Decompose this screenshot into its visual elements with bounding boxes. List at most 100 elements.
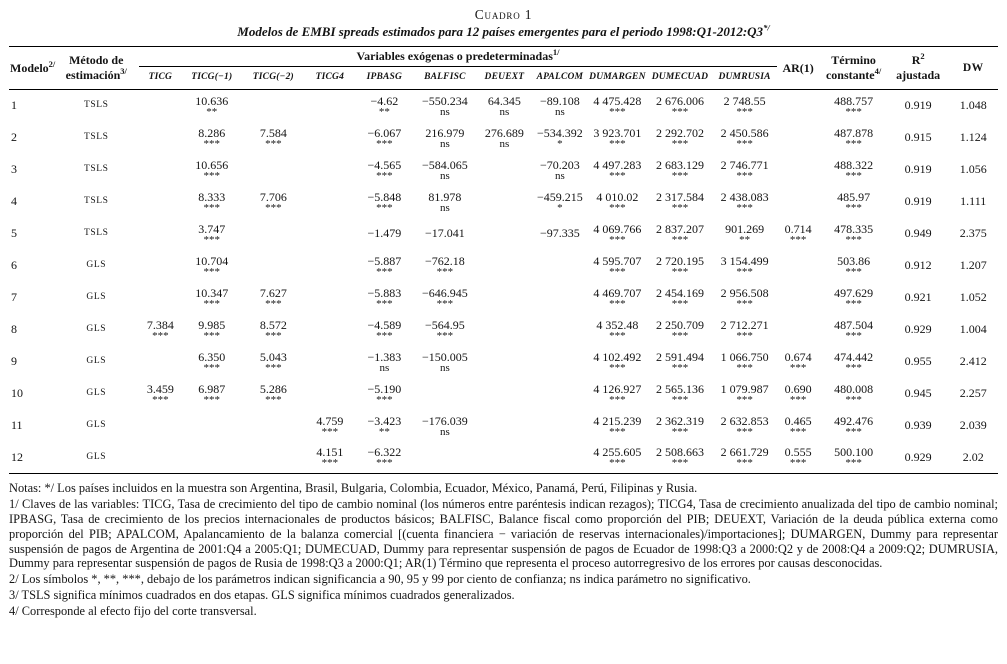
constant-term: 485.97 ***: [837, 189, 871, 214]
col-header-ticg2: TICG(−2): [242, 66, 305, 90]
coef-ticg: [139, 410, 181, 442]
coef-dumargen: 4 497.283 ***: [593, 157, 642, 182]
r2-adjusted-value: 0.915: [904, 130, 932, 144]
model-number: 8: [11, 322, 17, 336]
coef-ticg: [139, 250, 181, 282]
coef-ipbasg: −5.883 ***: [367, 285, 402, 310]
r2-adjusted-value: 0.912: [904, 258, 932, 272]
coef-balfisc: −550.234 ns: [421, 93, 468, 118]
r2-adjusted-value: 0.939: [904, 418, 932, 432]
coef-dumecuad: 2 565.136 ***: [655, 381, 704, 406]
coef-deuext: 276.689 ns: [484, 125, 524, 150]
coef-ticg1: 10.636 **: [195, 93, 229, 118]
r2-adjusted-value: 0.919: [904, 162, 932, 176]
dw-value: 1.056: [959, 162, 987, 176]
model-row-11: 11 GLS 4.759 *** −3.423 ** −176.039 ns 4 215.239…: [9, 410, 998, 442]
coef-ticg4: [305, 122, 355, 154]
coef-ticg2: [242, 218, 305, 250]
coef-ticg: [139, 122, 181, 154]
coef-ticg: 3.459 ***: [146, 381, 174, 406]
constant-term: 503.86 ***: [837, 253, 871, 278]
coef-ticg: [139, 442, 181, 474]
coef-dumrusia: 2 438.083 ***: [720, 189, 769, 214]
coef-ticg4: [305, 250, 355, 282]
coef-ar1: [777, 250, 819, 282]
coef-ticg: [139, 90, 181, 122]
coef-ticg1: [182, 442, 243, 474]
constant-term: 500.100 ***: [834, 445, 874, 470]
r2-adjusted-value: 0.949: [904, 226, 932, 240]
estimation-method: TSLS: [83, 132, 109, 142]
coef-ticg1: 6.350 ***: [198, 349, 226, 374]
constant-term: 474.442 ***: [834, 349, 874, 374]
coef-apalcom: [533, 282, 587, 314]
coef-dumargen: 4 010.02 ***: [596, 189, 639, 214]
coef-dumrusia: 3 154.499 ***: [720, 253, 769, 278]
coef-ticg4: [305, 90, 355, 122]
model-row-12: 12 GLS 4.151 *** −6.322 *** 4 255.605 *** 2 508.…: [9, 442, 998, 474]
table-title-block: Cuadro 1 Modelos de EMBI spreads estimad…: [9, 7, 998, 40]
col-header-deuext: DEUEXT: [476, 66, 533, 90]
constant-term: 478.335 ***: [834, 221, 874, 246]
coef-apalcom: −89.108 ns: [540, 93, 580, 118]
coef-ticg: 7.384 ***: [146, 317, 174, 342]
coef-ticg4: 4.151 ***: [316, 445, 344, 470]
coef-ticg1: 6.987 ***: [198, 381, 226, 406]
coef-balfisc: 81.978 ns: [428, 189, 462, 214]
dw-value: 2.412: [959, 354, 987, 368]
coef-ipbasg: −4.565 ***: [367, 157, 402, 182]
results-table: Modelo2/ Método de estimación3/ Variable…: [9, 46, 998, 474]
coef-ipbasg: −5.887 ***: [367, 253, 402, 278]
dw-value: 1.207: [959, 258, 987, 272]
estimation-method: TSLS: [83, 100, 109, 111]
coef-dumrusia: 2 712.271 ***: [720, 317, 769, 342]
coef-ipbasg: −6.322 ***: [367, 445, 402, 470]
coef-apalcom: [533, 346, 587, 378]
coef-ticg1: 8.333 ***: [198, 189, 226, 214]
coef-dumrusia: 1 079.987 ***: [720, 381, 769, 406]
coef-ticg1: [182, 410, 243, 442]
col-header-r2-ajustada: R2 ajustada: [887, 46, 949, 90]
r2-adjusted-value: 0.919: [904, 194, 932, 208]
estimation-method: GLS: [86, 324, 107, 334]
constant-term: 480.008 ***: [834, 381, 874, 406]
coef-deuext: [476, 346, 533, 378]
coef-balfisc: −17.041: [424, 226, 465, 240]
coef-ticg2: [242, 410, 305, 442]
col-header-dw: DW: [948, 46, 998, 90]
note-line: 1/ Claves de las variables: TICG, Tasa d…: [9, 496, 998, 571]
coef-ipbasg: −3.423 **: [367, 413, 402, 438]
document-page: Cuadro 1 Modelos de EMBI spreads estimad…: [9, 7, 998, 618]
dw-value: 1.004: [959, 322, 987, 336]
coef-ticg1: 8.286 ***: [198, 125, 226, 150]
coef-dumargen: 4 469.707 ***: [593, 285, 642, 310]
col-header-dumecuad: DUMECUAD: [647, 66, 713, 90]
model-number: 10: [11, 386, 23, 400]
coef-balfisc: [414, 442, 477, 474]
coef-ticg2: 7.584 ***: [259, 125, 287, 150]
constant-term: 488.757 ***: [834, 93, 874, 118]
coef-ar1: [777, 154, 819, 186]
model-row-3: 3 TSLS 10.656 *** −4.565 *** −584.065 ns −70.203…: [9, 154, 998, 186]
coef-dumecuad: 2 317.584 ***: [655, 189, 704, 214]
model-number: 4: [11, 194, 17, 208]
coef-ticg4: [305, 154, 355, 186]
coef-apalcom: −534.392 *: [537, 125, 583, 150]
dw-value: 1.048: [959, 98, 987, 113]
coef-apalcom: [533, 410, 587, 442]
model-row-8: 8 GLS 7.384 *** 9.985 *** 8.572 *** −4.589 *** −56…: [9, 314, 998, 346]
estimation-method: GLS: [86, 420, 107, 430]
coef-ipbasg: −1.383 ns: [367, 349, 402, 374]
coef-ticg4: [305, 218, 355, 250]
coef-dumrusia: 1 066.750 ***: [720, 349, 769, 374]
coef-ar1: [777, 122, 819, 154]
coef-balfisc: −150.005 ns: [421, 349, 468, 374]
coef-deuext: [476, 314, 533, 346]
coef-dumargen: 4 255.605 ***: [593, 445, 642, 470]
coef-ticg: [139, 154, 181, 186]
dw-value: 2.257: [959, 386, 987, 400]
coef-deuext: [476, 378, 533, 410]
col-header-dumrusia: DUMRUSIA: [712, 66, 777, 90]
r2-adjusted-value: 0.929: [904, 322, 932, 336]
coef-ticg2: 5.286 ***: [259, 381, 287, 406]
